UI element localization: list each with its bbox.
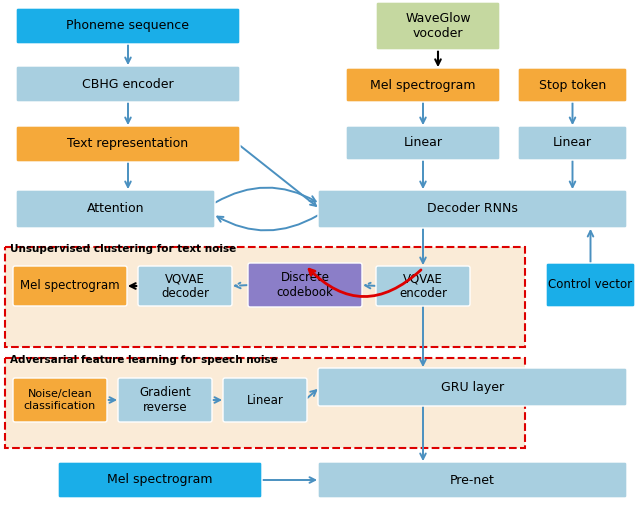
Text: Mel spectrogram: Mel spectrogram	[108, 474, 212, 487]
FancyBboxPatch shape	[346, 126, 500, 160]
Text: Control vector: Control vector	[548, 279, 632, 292]
Text: Unsupervised clustering for text noise: Unsupervised clustering for text noise	[10, 244, 236, 254]
Text: Adversarial feature learning for speech noise: Adversarial feature learning for speech …	[10, 355, 278, 365]
FancyBboxPatch shape	[518, 126, 627, 160]
FancyBboxPatch shape	[13, 378, 107, 422]
Text: Gradient
reverse: Gradient reverse	[139, 386, 191, 414]
FancyBboxPatch shape	[5, 247, 525, 347]
Text: Decoder RNNs: Decoder RNNs	[427, 202, 518, 215]
FancyBboxPatch shape	[16, 8, 240, 44]
Text: Text representation: Text representation	[67, 137, 189, 150]
FancyBboxPatch shape	[376, 266, 470, 306]
Text: Linear: Linear	[553, 136, 592, 150]
FancyBboxPatch shape	[13, 266, 127, 306]
FancyBboxPatch shape	[118, 378, 212, 422]
FancyBboxPatch shape	[376, 2, 500, 50]
Text: Noise/clean
classification: Noise/clean classification	[24, 389, 96, 411]
FancyBboxPatch shape	[16, 190, 215, 228]
Text: Linear: Linear	[403, 136, 442, 150]
Text: VQVAE
decoder: VQVAE decoder	[161, 272, 209, 300]
FancyBboxPatch shape	[58, 462, 262, 498]
Text: Attention: Attention	[87, 202, 144, 215]
FancyBboxPatch shape	[16, 66, 240, 102]
FancyBboxPatch shape	[546, 263, 635, 307]
Text: Phoneme sequence: Phoneme sequence	[67, 19, 189, 32]
Text: VQVAE
encoder: VQVAE encoder	[399, 272, 447, 300]
Text: Discrete
codebook: Discrete codebook	[276, 271, 333, 299]
Text: CBHG encoder: CBHG encoder	[82, 77, 174, 90]
Text: WaveGlow
vocoder: WaveGlow vocoder	[405, 12, 471, 40]
FancyBboxPatch shape	[16, 126, 240, 162]
FancyBboxPatch shape	[138, 266, 232, 306]
Text: Pre-net: Pre-net	[450, 474, 495, 487]
FancyBboxPatch shape	[248, 263, 362, 307]
Text: GRU layer: GRU layer	[441, 381, 504, 394]
FancyBboxPatch shape	[223, 378, 307, 422]
FancyBboxPatch shape	[318, 462, 627, 498]
FancyBboxPatch shape	[318, 368, 627, 406]
Text: Stop token: Stop token	[539, 79, 606, 92]
Text: Linear: Linear	[246, 394, 284, 407]
Text: Mel spectrogram: Mel spectrogram	[371, 79, 476, 92]
Text: Mel spectrogram: Mel spectrogram	[20, 280, 120, 292]
FancyBboxPatch shape	[518, 68, 627, 102]
FancyBboxPatch shape	[346, 68, 500, 102]
FancyBboxPatch shape	[5, 358, 525, 448]
FancyBboxPatch shape	[318, 190, 627, 228]
